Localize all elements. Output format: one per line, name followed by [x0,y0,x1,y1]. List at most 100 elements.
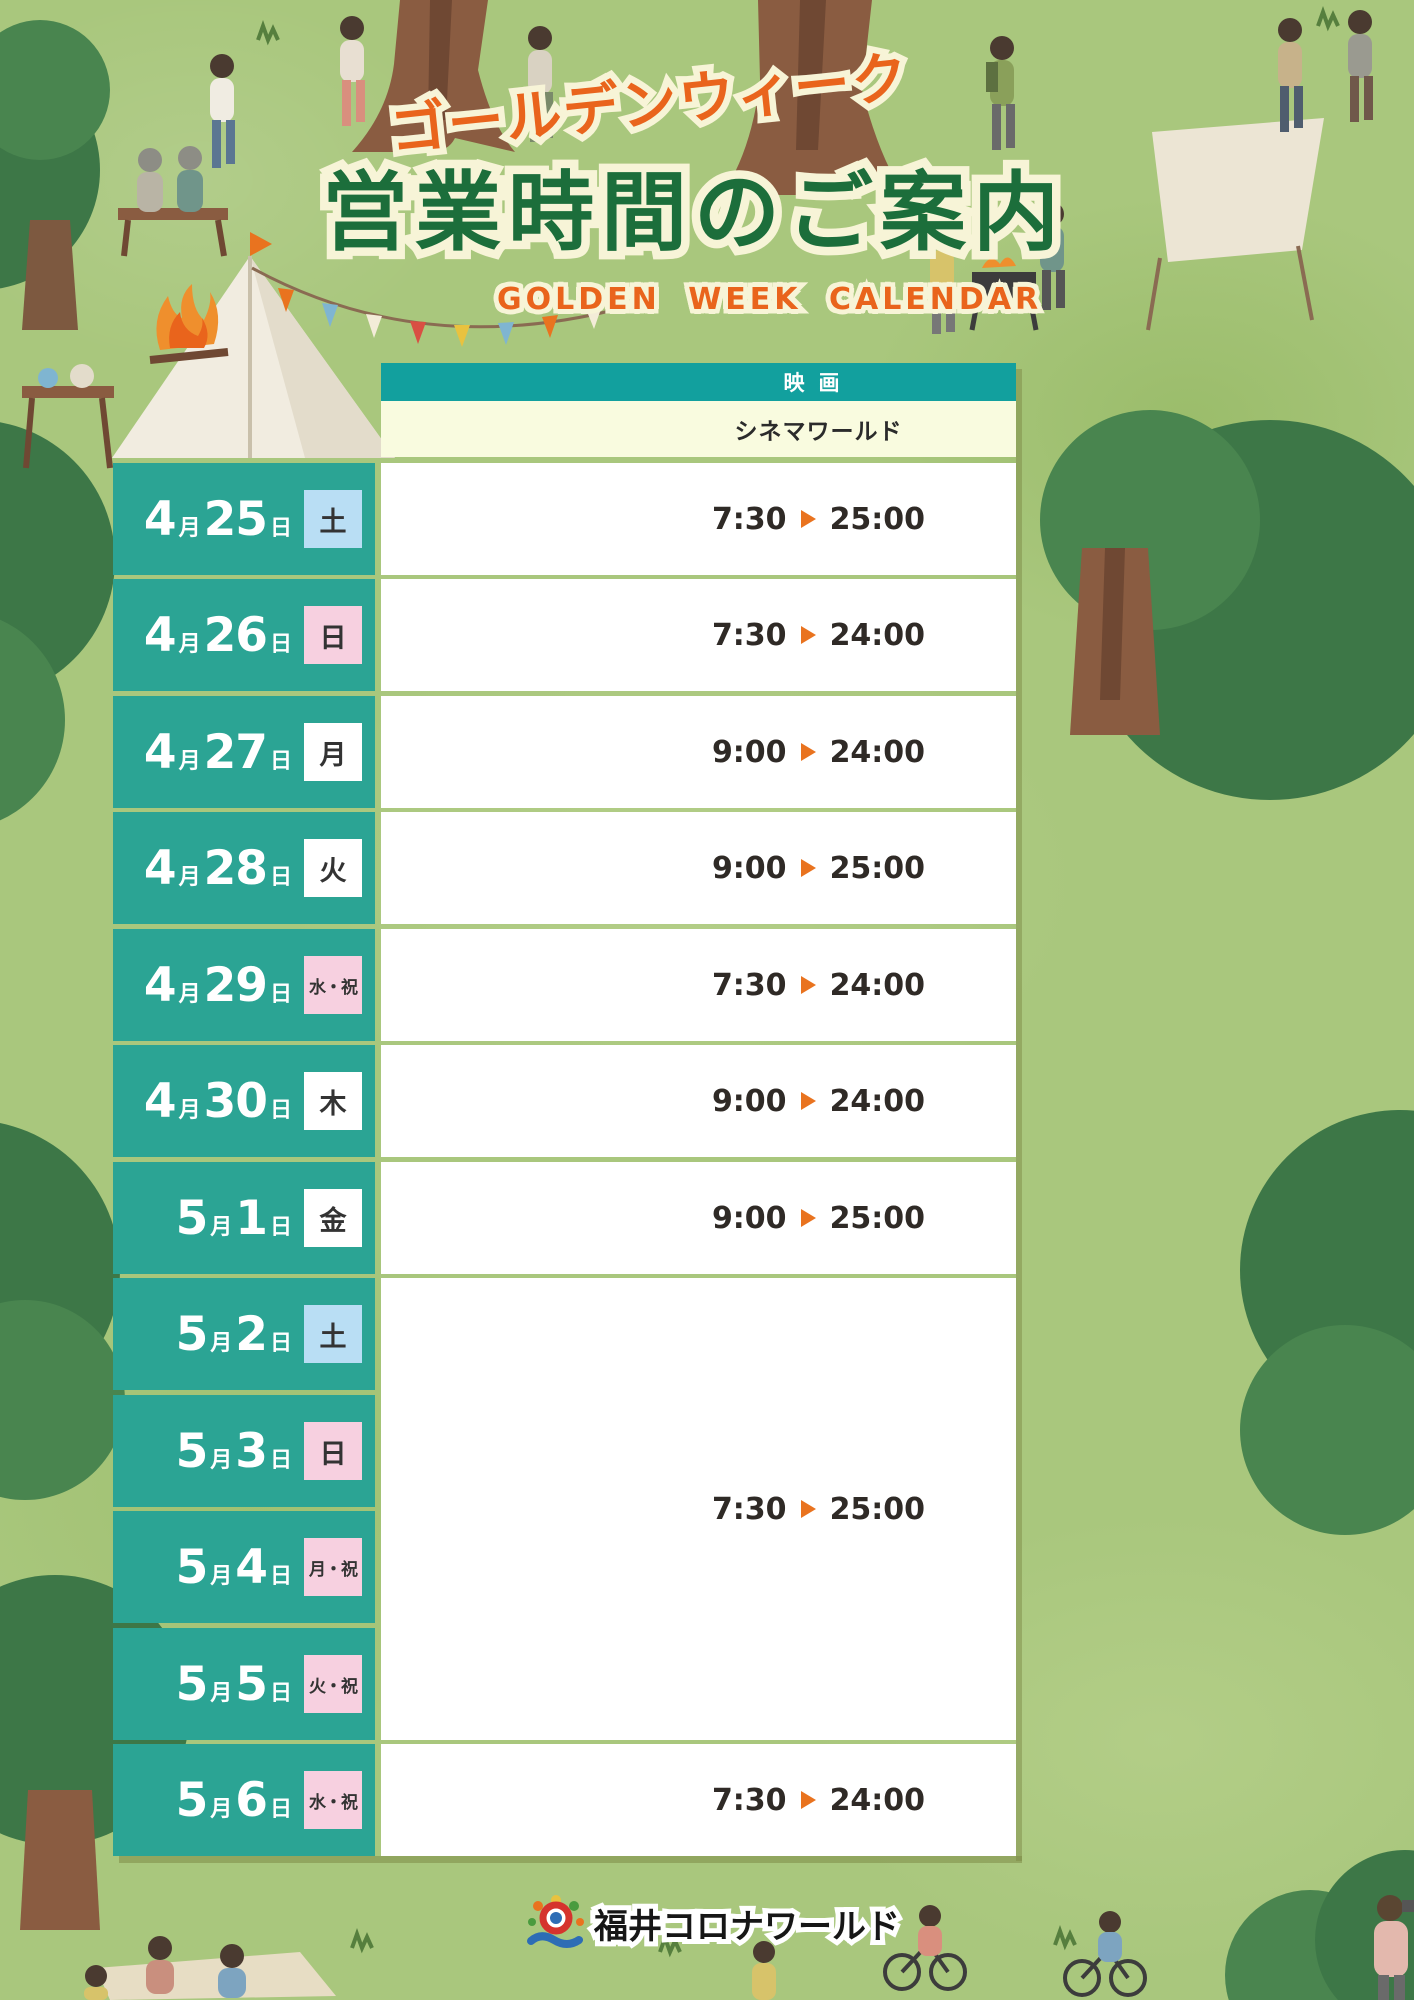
open-time: 7:30 [711,1782,787,1818]
brand-name-outline: 福井コロナワールド [589,1902,905,1952]
category-header-label: 映画 [783,371,854,395]
date-label: 4 月 27 日 [143,724,292,780]
weekday-badge: 日 [304,606,362,664]
date-label: 4 月 26 日 [143,607,292,663]
time-cell-apr27: 9:00 24:00 [381,696,1016,808]
date-label: 4 月 28 日 [143,840,292,896]
arrow-right-icon [800,510,816,528]
open-time: 9:00 [711,1083,787,1119]
people-cyclists [883,1905,1147,1997]
open-time: 7:30 [711,617,787,653]
weekday-badge: 木 [304,1072,362,1130]
close-time: 25:00 [829,850,926,886]
table-edge-shadow-bottom [119,1856,1022,1863]
person-girl [752,1941,776,2000]
weekday-badge: 土 [304,1305,362,1363]
time-cell-apr25: 7:30 25:00 [381,463,1016,575]
brand-name: 福井コロナワールド 福井コロナワールド [589,1899,905,1952]
arrow-right-icon [800,1092,816,1110]
table-edge-shadow-right [1016,369,1022,1861]
weekday-badge: 日 [304,1422,362,1480]
tree-right-lower [1240,1110,1414,1535]
title-subtitle: GOLDEN WEEK CALENDAR GOLDEN WEEK CALENDA… [492,278,1043,322]
people-bbq [930,202,1065,334]
close-time: 24:00 [829,1782,926,1818]
date-label: 4 月 30 日 [143,1073,292,1129]
tree-trunk-top-right [722,0,905,195]
open-time: 9:00 [711,850,787,886]
time-cell-may2-to-may5-merged: 7:30 25:00 [381,1278,1016,1740]
person-photographer [1374,1895,1414,2000]
arrow-right-icon [800,626,816,644]
grass-tufts [256,6,1340,1958]
weekday-badge: 火 [304,839,362,897]
weekday-badge: 土 [304,490,362,548]
weekday-badge: 月 [304,723,362,781]
title-line2: 営業時間のご案内 営業時間のご案内 [314,142,1068,272]
tree-left-lower [0,1123,125,1500]
time-cell-may1: 9:00 25:00 [381,1162,1016,1274]
tarp-illustration [1146,118,1324,331]
footer-brand-logo: 福井コロナワールド 福井コロナワールド [526,1892,905,1954]
date-cell-apr25: 4 月 25 日 土 [113,463,375,575]
close-time: 25:00 [829,501,926,537]
people-picnic [84,1936,336,2000]
time-cell-apr30: 9:00 24:00 [381,1045,1016,1157]
close-time: 24:00 [829,1083,926,1119]
venue-header-cinema-world: シネマワールド [381,401,1016,457]
weekday-badge: 金 [304,1189,362,1247]
date-cell-apr28: 4 月 28 日 火 [113,812,375,924]
arrow-right-icon [800,1209,816,1227]
time-cell-apr28: 9:00 25:00 [381,812,1016,924]
close-time: 24:00 [829,967,926,1003]
close-time: 25:00 [829,1200,926,1236]
tree-left-edge [0,422,115,821]
date-cell-apr26: 4 月 26 日 日 [113,579,375,691]
open-time: 7:30 [711,967,787,1003]
date-label: 4 月 29 日 [143,957,292,1013]
arrow-right-icon [800,1500,816,1518]
title-line2-text: 営業時間のご案内 [322,163,1066,263]
close-time: 24:00 [829,617,926,653]
title-subtitle-text: GOLDEN WEEK CALENDAR [497,282,1043,317]
people-bench-couple [118,146,228,257]
arrow-right-icon [800,1791,816,1809]
open-time: 7:30 [711,1491,787,1527]
time-cell-may6: 7:30 24:00 [381,1744,1016,1856]
tree-top-left [0,20,110,330]
date-cell-apr30: 4 月 30 日 木 [113,1045,375,1157]
venue-header-label: シネマワールド [734,419,903,445]
close-time: 25:00 [829,1491,926,1527]
title-line2-outline: 営業時間のご案内 [314,155,1068,272]
arrow-right-icon [800,859,816,877]
close-time: 24:00 [829,734,926,770]
pennant-garland [251,266,623,347]
arrow-right-icon [800,743,816,761]
tree-right-middle [1040,410,1414,800]
weekday-badge: 水・祝 [304,1771,362,1829]
time-cell-apr26: 7:30 24:00 [381,579,1016,691]
weekday-badge: 水・祝 [304,956,362,1014]
tree-trunk-top-center [352,0,515,152]
date-label: 4 月 25 日 [143,491,292,547]
arrow-right-icon [800,976,816,994]
brand-mark-icon [527,1895,584,1948]
open-time: 9:00 [711,734,787,770]
weekday-badge: 月・祝 [304,1538,362,1596]
weekday-badge: 火・祝 [304,1655,362,1713]
brand-name-text: 福井コロナワールド [594,1906,900,1947]
campfire-illustration [22,284,229,469]
date-cell-apr29: 4 月 29 日 水・祝 [113,929,375,1041]
